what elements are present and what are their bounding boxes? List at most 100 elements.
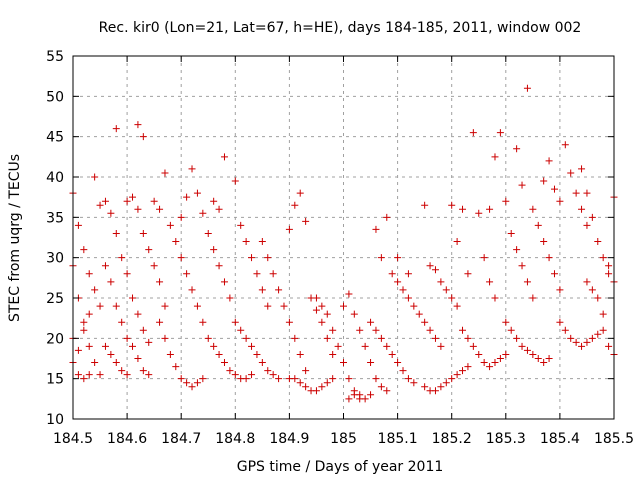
data-point [296,189,304,197]
data-point [183,379,191,387]
data-point [442,379,450,387]
data-point [561,326,569,334]
data-point [431,334,439,342]
data-point [345,290,353,298]
data-point [231,177,239,185]
data-point [350,391,358,399]
data-point [312,294,320,302]
data-point [415,310,423,318]
data-point [220,153,228,161]
y-tick-label: 55 [46,49,64,65]
data-point [556,197,564,205]
data-point [377,334,385,342]
data-point [134,121,142,129]
data-point [123,270,131,278]
data-point [502,350,510,358]
data-point [166,350,174,358]
data-point [80,318,88,326]
data-point [545,157,553,165]
data-point [605,262,613,270]
data-point [118,367,126,375]
data-point [291,375,299,383]
data-point [220,359,228,367]
data-point [145,246,153,254]
data-point [139,367,147,375]
data-point [118,318,126,326]
data-point [594,238,602,246]
data-point [588,334,596,342]
data-point [193,302,201,310]
data-point [583,338,591,346]
data-point [426,262,434,270]
data-point [242,334,250,342]
x-tick-label: 184.8 [215,431,255,447]
y-axis-title: STEC from uqrg / TECUs [7,154,23,322]
data-point [529,350,537,358]
data-point [210,197,218,205]
axis-ticks [72,55,615,420]
data-point [394,359,402,367]
data-point [583,189,591,197]
data-point [231,371,239,379]
data-point [172,363,180,371]
data-point [74,346,82,354]
data-point [507,229,515,237]
x-tick-label: 185.1 [378,431,418,447]
data-point [101,197,109,205]
data-point [572,189,580,197]
y-tick-label: 20 [46,331,64,347]
data-point [518,342,526,350]
data-point [426,326,434,334]
data-point [518,181,526,189]
data-point [572,338,580,346]
data-point [237,326,245,334]
data-point [275,286,283,294]
data-point [334,342,342,350]
data-point [112,302,120,310]
data-point [453,238,461,246]
data-point [253,270,261,278]
data-point [372,225,380,233]
data-point [296,379,304,387]
data-point [588,213,596,221]
x-tick-label: 185.5 [594,431,634,447]
data-point [145,338,153,346]
x-tick-label: 184.6 [107,431,147,447]
data-point [361,342,369,350]
data-point [550,270,558,278]
data-point [464,363,472,371]
data-point [388,270,396,278]
data-point [91,173,99,181]
data-point [599,310,607,318]
data-point [156,318,164,326]
data-point [534,221,542,229]
data-point [383,213,391,221]
data-point [388,350,396,358]
data-point [421,201,429,209]
data-point [437,278,445,286]
data-point [291,201,299,209]
data-point [123,197,131,205]
data-point [442,286,450,294]
data-point [399,367,407,375]
data-point [491,153,499,161]
y-tick-label: 40 [46,170,64,186]
data-point [161,334,169,342]
data-point [540,238,548,246]
data-point [599,326,607,334]
data-point [85,371,93,379]
data-point [377,383,385,391]
data-point [431,266,439,274]
data-point [129,342,137,350]
y-tick-label: 30 [46,251,64,267]
data-point [518,262,526,270]
data-point [491,359,499,367]
data-point [567,334,575,342]
data-point [248,342,256,350]
data-point [96,371,104,379]
data-point [107,350,115,358]
x-tick-label: 184.7 [161,431,201,447]
data-point [323,310,331,318]
data-point [215,262,223,270]
data-point [367,391,375,399]
